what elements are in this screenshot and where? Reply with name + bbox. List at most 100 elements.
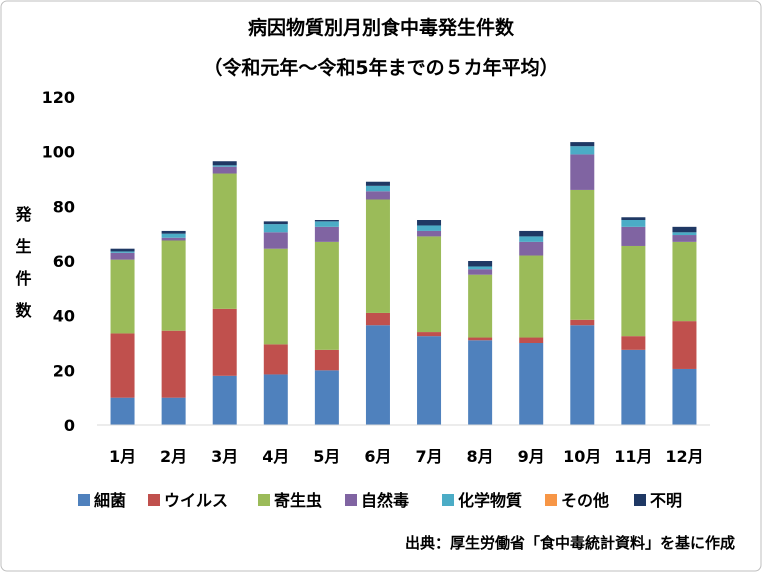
bar-segment [314, 220, 339, 222]
x-tick-label: 3月 [211, 447, 238, 466]
x-tick-label: 5月 [313, 447, 340, 466]
bar-segment [161, 233, 186, 238]
legend-label: 寄生虫 [274, 491, 322, 510]
y-tick-label: 60 [53, 252, 75, 271]
bar-segment [365, 199, 390, 313]
legend-label: ウイルス [164, 491, 228, 510]
bar-segment [468, 266, 493, 270]
bar-segment [672, 235, 697, 242]
bar-segment [110, 252, 135, 260]
bar-segment [468, 337, 493, 341]
bar-segment [365, 312, 390, 326]
x-tick-label: 4月 [262, 447, 289, 466]
legend-label: 化学物質 [458, 491, 522, 510]
bar-segment [621, 245, 646, 337]
bar-segment [519, 230, 544, 237]
x-tick-label: 1月 [109, 447, 136, 466]
bar-segment [314, 349, 339, 371]
y-tick-label: 100 [42, 143, 75, 162]
bar-segment [570, 146, 595, 155]
legend-marker [148, 494, 160, 506]
bar-segment [110, 248, 135, 252]
bar-segment [161, 330, 186, 398]
source-note: 出典：厚生労働省「食中毒統計資料」を基に作成 [405, 534, 735, 552]
bar-segment [519, 236, 544, 242]
bar-segment [365, 191, 390, 200]
legend-marker [634, 494, 646, 506]
x-tick-label: 10月 [563, 447, 601, 466]
bar-segment [621, 349, 646, 425]
bar-segment [110, 259, 135, 334]
bar-segment [263, 232, 288, 249]
bar-segment [519, 337, 544, 343]
bar-segment [161, 237, 186, 241]
bar-segment [672, 226, 697, 233]
bar-segment [621, 336, 646, 350]
bar-segment [519, 255, 544, 338]
y-axis-label: 発生件数 [13, 205, 33, 334]
x-tick-label: 2月 [160, 447, 187, 466]
bar-segment [468, 269, 493, 275]
bar-segment [417, 332, 442, 337]
bar-segment [672, 241, 697, 322]
bar-segment [468, 274, 493, 338]
bar-segment [570, 319, 595, 326]
bar-segment [621, 226, 646, 246]
legend-marker [345, 494, 357, 506]
legend-marker [545, 494, 557, 506]
legend-marker [78, 494, 90, 506]
bar-segment [314, 370, 339, 425]
y-tick-label: 80 [53, 197, 75, 216]
bar-segment [110, 397, 135, 425]
y-tick-label: 120 [42, 88, 75, 107]
bar-segment [365, 325, 390, 425]
bar-segment [468, 261, 493, 267]
bar-segment [365, 185, 390, 192]
x-tick-label: 6月 [364, 447, 391, 466]
bar-segment [212, 308, 237, 376]
bar-segment [263, 224, 288, 233]
bar-segment [417, 225, 442, 231]
bar-segment [672, 321, 697, 369]
bar-segment [570, 142, 595, 147]
bar-segment [621, 220, 646, 227]
bar-segment [263, 221, 288, 225]
bar-segment [672, 368, 697, 425]
legend-marker [442, 494, 454, 506]
legend-label: 不明 [650, 491, 682, 510]
x-tick-label: 12月 [665, 447, 703, 466]
chart-title: 病因物質別月別食中毒発生件数 [248, 16, 515, 39]
bar-segment [621, 217, 646, 220]
bar-segment [519, 241, 544, 256]
bar-segment [110, 251, 135, 253]
legend-label: 自然毒 [361, 491, 409, 510]
bar-segment [161, 230, 186, 234]
bar-segment [314, 241, 339, 350]
bar-segment [468, 340, 493, 425]
y-tick-label: 20 [53, 361, 75, 380]
bar-segment [417, 230, 442, 237]
y-tick-label: 0 [64, 416, 75, 435]
bar-segment [161, 397, 186, 425]
bar-segment [365, 181, 390, 186]
x-tick-label: 8月 [467, 447, 494, 466]
bar-segment [570, 325, 595, 425]
bar-segment [110, 333, 135, 398]
bar-segment [263, 374, 288, 425]
bar-segment [212, 375, 237, 425]
bar-segment [417, 220, 442, 226]
bar-segment [161, 240, 186, 331]
bar-segment [212, 166, 237, 174]
bar-segment [263, 248, 288, 345]
bar-segment [417, 336, 442, 425]
bar-segment [672, 232, 697, 236]
bar-segment [314, 221, 339, 227]
legend-label: その他 [561, 491, 609, 510]
bar-segment [417, 236, 442, 333]
bar-segment [212, 165, 237, 167]
bar-segment [212, 161, 237, 166]
x-tick-label: 9月 [518, 447, 545, 466]
y-tick-label: 40 [53, 307, 75, 326]
x-tick-label: 11月 [614, 447, 652, 466]
